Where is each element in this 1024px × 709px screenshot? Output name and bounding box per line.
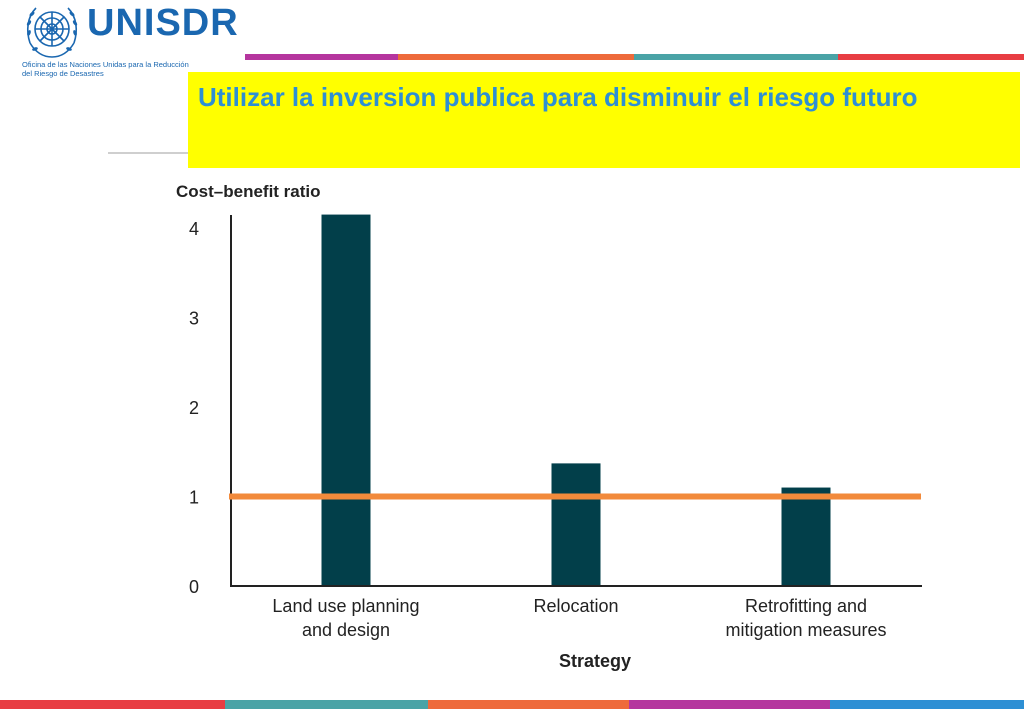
x-tick-label: Relocation	[533, 596, 618, 616]
y-tick-label: 1	[189, 488, 199, 508]
y-tick-label: 2	[189, 398, 199, 418]
unisdr-logo: UNISDR Oficina de las Naciones Unidas pa…	[22, 3, 238, 81]
bottom-color-stripe	[0, 700, 1024, 709]
logo-wordmark: UNISDR	[87, 2, 239, 44]
x-tick-label: Retrofitting and	[745, 596, 867, 616]
y-tick-label: 0	[189, 577, 199, 597]
y-axis-title: Cost–benefit ratio	[176, 182, 321, 201]
stripe-segment	[634, 54, 838, 60]
title-banner: Utilizar la inversion publica para dismi…	[188, 72, 1020, 168]
stripe-segment	[225, 700, 428, 709]
x-tick-label: Land use planning	[272, 596, 419, 616]
top-color-stripe	[245, 54, 1024, 60]
logo-subtitle: Oficina de las Naciones Unidas para la R…	[22, 60, 237, 78]
stripe-segment	[398, 54, 634, 60]
x-axis-title: Strategy	[559, 651, 631, 671]
logo-subtitle-line-1: Oficina de las Naciones Unidas para la R…	[22, 60, 189, 69]
stripe-segment	[629, 700, 830, 709]
logo-subtitle-line-2: del Riesgo de Desastres	[22, 69, 104, 78]
bar	[551, 463, 601, 586]
y-tick-label: 3	[189, 309, 199, 329]
stripe-segment	[830, 700, 1024, 709]
page-title: Utilizar la inversion publica para dismi…	[198, 82, 918, 112]
x-tick-label: and design	[302, 620, 390, 640]
un-emblem-icon	[26, 7, 78, 58]
stripe-segment	[245, 54, 398, 60]
stripe-segment	[0, 700, 225, 709]
bar	[781, 487, 831, 586]
y-tick-label: 4	[189, 219, 199, 239]
bar	[321, 214, 371, 586]
stripe-segment	[838, 54, 1024, 60]
x-tick-label: mitigation measures	[725, 620, 886, 640]
stripe-segment	[428, 700, 629, 709]
